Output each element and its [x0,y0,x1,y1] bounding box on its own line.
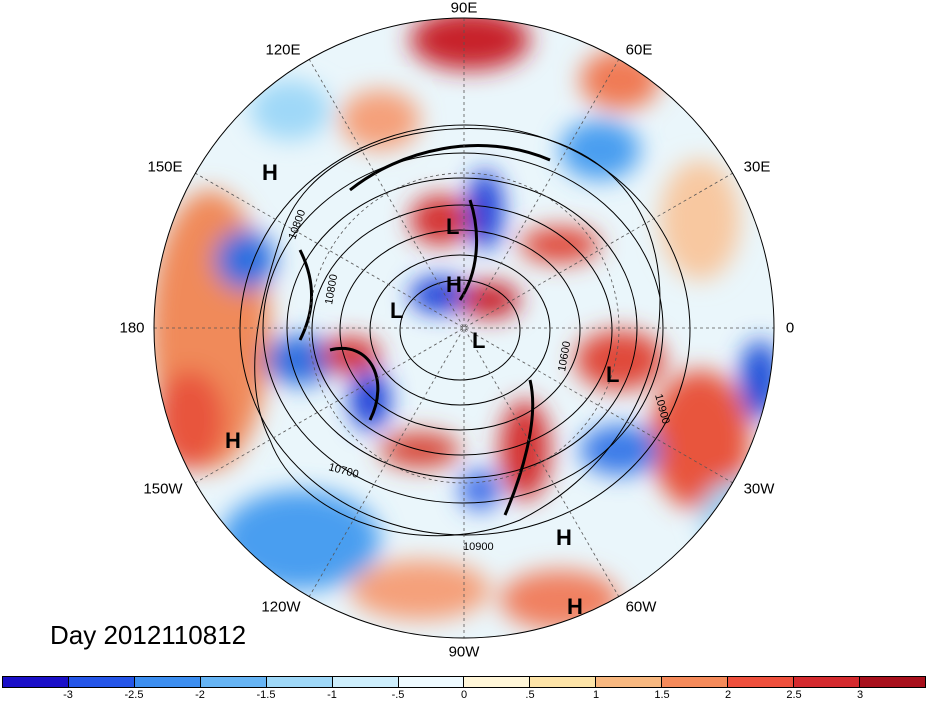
pressure-center-label: L [606,362,619,387]
colorbar-cell [134,677,201,687]
pressure-center-label: H [567,594,583,619]
pressure-center-label: L [390,298,403,323]
colorbar-cell [398,677,465,687]
contour-label: 10600 [556,340,573,372]
lon-label-150w: 150W [143,480,183,498]
colorbar-cell [464,677,531,687]
colorbar-tick-label: -.5 [391,689,405,701]
lon-label-90e: 90E [450,0,478,17]
colorbar-cell [530,677,597,687]
lon-label-0: 0 [785,319,795,337]
colorbar-tick-label: 1.5 [654,689,670,701]
colorbar-tick-label: -2 [195,689,205,701]
colorbar-tick-label: .5 [525,689,535,701]
colorbar-tick-label: -2.5 [124,689,144,701]
colorbar-tick-label: 1 [592,689,600,701]
colorbar [2,676,926,688]
colorbar-cell [859,677,925,687]
pressure-center-label: H [446,272,462,297]
map-title: Day 2012110812 [50,620,247,650]
colorbar-cell [3,677,69,687]
colorbar-tick-label: -1 [327,689,337,701]
colorbar-cell [332,677,399,687]
lon-label-60e: 60E [625,41,653,59]
pressure-center-label: L [472,328,485,353]
colorbar-tick-label: -1.5 [256,689,276,701]
lon-label-120e: 120E [265,41,301,59]
pressure-center-label: L [446,214,459,239]
lon-label-150e: 150E [147,158,183,176]
lon-label-180: 180 [119,319,145,337]
colorbar-cell [200,677,267,687]
colorbar-tick-label: -3 [63,689,73,701]
colorbar-tick-label: 0 [460,689,468,701]
pressure-center-label: H [556,525,572,550]
colorbar-cell [596,677,663,687]
colorbar-cell [728,677,795,687]
colorbar-cell [266,677,333,687]
colorbar-cell [662,677,729,687]
lon-label-30e: 30E [743,158,771,176]
colorbar-tick-label: 2 [724,689,732,701]
lon-label-90w: 90W [448,643,480,661]
colorbar-tick-label: 2.5 [786,689,802,701]
contour-label: 10800 [323,273,340,305]
contour-label: 10900 [463,541,494,553]
colorbar-tick-label: 3 [856,689,864,701]
lon-label-60w: 60W [625,598,657,616]
pressure-center-label: H [225,428,241,453]
lon-label-30w: 30W [743,480,775,498]
pressure-center-label: H [262,160,278,185]
lon-label-120w: 120W [261,598,301,616]
colorbar-cell [68,677,135,687]
colorbar-cell [794,677,860,687]
